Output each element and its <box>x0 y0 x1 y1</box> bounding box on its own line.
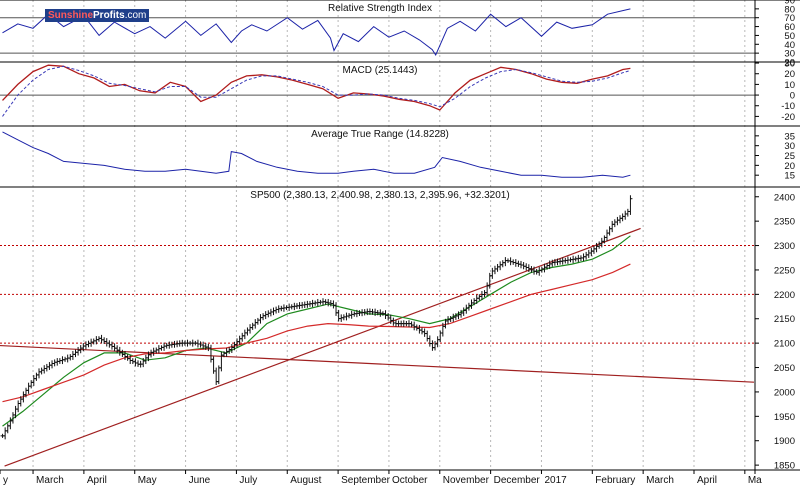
y-tick-label: 2250 <box>774 265 795 276</box>
y-tick-label: 0 <box>790 91 795 102</box>
y-tick-label: 2150 <box>774 314 795 325</box>
brand-part-2: Profits <box>93 10 125 21</box>
x-tick-label: March <box>36 475 64 486</box>
y-tick-label: 2400 <box>774 192 795 203</box>
x-tick-label: February <box>595 475 635 486</box>
y-tick-label: 90 <box>784 0 795 7</box>
macd-signal-line <box>2 65 631 117</box>
y-tick-label: 1950 <box>774 412 795 423</box>
pane-title: MACD (25.1443) <box>342 65 417 76</box>
x-tick-label: April <box>87 475 107 486</box>
y-tick-label: 2350 <box>774 217 795 228</box>
y-tick-label: 20 <box>784 161 795 172</box>
pane-title: Average True Range (14.8228) <box>311 129 449 140</box>
price-bars <box>0 195 633 440</box>
y-tick-label: 25 <box>784 151 795 162</box>
y-tick-label: 30 <box>784 141 795 152</box>
y-tick-label: 30 <box>784 59 795 70</box>
x-tick-label: April <box>697 475 717 486</box>
x-tick-label: May <box>138 475 157 486</box>
brand-logo: SunshineProfits.com <box>45 9 150 22</box>
pane-title: Relative Strength Index <box>328 3 432 14</box>
y-tick-label: 2000 <box>774 387 795 398</box>
x-tick-label: July <box>239 475 257 486</box>
macd-line <box>2 64 631 111</box>
pane-title: SP500 (2,380.13, 2,400.98, 2,380.13, 2,3… <box>250 190 509 201</box>
x-tick-label: March <box>646 475 674 486</box>
y-tick-label: 2050 <box>774 363 795 374</box>
x-tick-label: y <box>3 475 8 486</box>
x-tick-label: 2017 <box>544 475 567 486</box>
brand-part-1: Sunshine <box>48 10 94 21</box>
y-tick-label: 80 <box>784 4 795 15</box>
x-tick-label: December <box>494 475 541 486</box>
y-tick-label: 2300 <box>774 241 795 252</box>
y-tick-label: 2100 <box>774 339 795 350</box>
y-tick-label: 1900 <box>774 436 795 447</box>
x-tick-label: September <box>341 475 391 486</box>
y-tick-label: -20 <box>781 112 795 123</box>
x-tick-label: October <box>392 475 428 486</box>
y-tick-label: 50 <box>784 31 795 42</box>
y-tick-label: 30 <box>784 49 795 60</box>
x-tick-label: August <box>290 475 321 486</box>
x-tick-label: November <box>443 475 490 486</box>
rsi-line <box>2 8 631 56</box>
y-tick-label: 2200 <box>774 290 795 301</box>
moving-average-long-line <box>2 263 631 403</box>
x-tick-label: Ma <box>748 475 762 486</box>
x-tick-label: June <box>189 475 211 486</box>
y-tick-label: 35 <box>784 131 795 142</box>
y-tick-label: 1850 <box>774 461 795 472</box>
atr-line <box>2 131 631 178</box>
y-tick-label: 10 <box>784 80 795 91</box>
y-tick-label: 70 <box>784 13 795 24</box>
y-tick-label: 60 <box>784 22 795 33</box>
brand-part-3: .com <box>124 10 147 21</box>
y-tick-label: 15 <box>784 171 795 182</box>
y-tick-label: 40 <box>784 40 795 51</box>
trend-line <box>4 227 641 467</box>
trend-line <box>0 344 755 383</box>
moving-average-short-line <box>2 235 631 427</box>
y-tick-label: 20 <box>784 69 795 80</box>
y-tick-label: -10 <box>781 101 795 112</box>
y-tick-label: 20 <box>784 58 795 69</box>
